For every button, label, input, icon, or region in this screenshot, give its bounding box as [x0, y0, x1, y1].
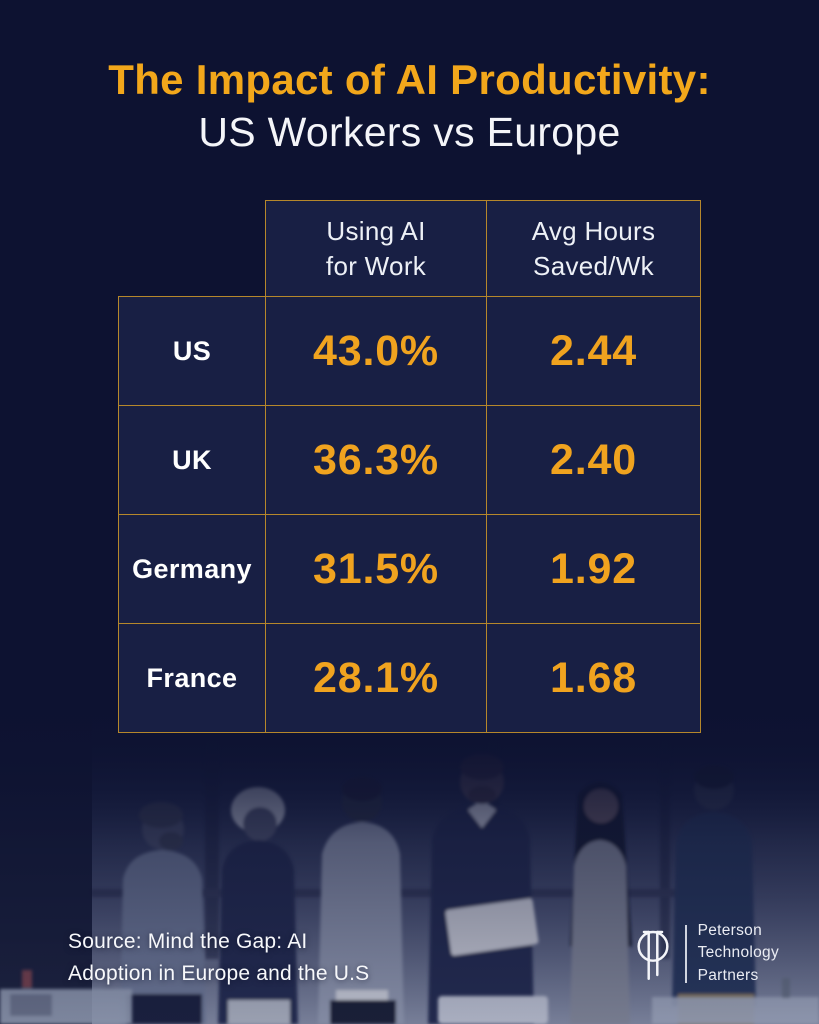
column-header-hours-saved: Avg Hours Saved/Wk [486, 200, 701, 297]
ai-productivity-table: Using AI for Work Avg Hours Saved/Wk US … [118, 200, 701, 733]
country-label: US [118, 296, 266, 406]
table-row: France 28.1% 1.68 [118, 623, 701, 733]
table-row: Germany 31.5% 1.92 [118, 514, 701, 624]
table-header-row: Using AI for Work Avg Hours Saved/Wk [119, 200, 701, 297]
country-label: France [118, 623, 266, 733]
title-line-sub: US Workers vs Europe [198, 109, 621, 156]
table-row: US 43.0% 2.44 [118, 296, 701, 406]
ai-usage-value: 28.1% [265, 623, 487, 733]
company-logo: Peterson Technology Partners [632, 920, 779, 987]
logo-word-3: Partners [697, 966, 759, 984]
country-label: Germany [118, 514, 266, 624]
peterson-monogram-icon [637, 930, 669, 980]
navy-fade-overlay [0, 694, 819, 1024]
logo-wordmark: Peterson Technology Partners [698, 920, 779, 987]
table-corner-spacer [119, 201, 266, 297]
page-title: The Impact of AI Productivity: US Worker… [0, 56, 819, 156]
column-header-using-ai: Using AI for Work [265, 200, 487, 297]
office-team-photo [0, 694, 819, 1024]
table-row: UK 36.3% 2.40 [118, 405, 701, 515]
source-citation: Source: Mind the Gap: AI Adoption in Eur… [68, 930, 370, 985]
logo-word-2: Technology [697, 944, 779, 962]
logo-word-1: Peterson [697, 922, 763, 939]
logo-divider [685, 924, 687, 983]
hours-saved-value: 2.40 [486, 405, 701, 515]
ai-usage-value: 31.5% [265, 514, 487, 624]
title-line-accent: The Impact of AI Productivity: [108, 56, 711, 103]
hours-saved-value: 1.92 [486, 514, 701, 624]
hours-saved-value: 1.68 [486, 623, 701, 733]
country-label: UK [118, 405, 266, 515]
ai-usage-value: 36.3% [265, 405, 487, 515]
ai-usage-value: 43.0% [265, 296, 487, 406]
hours-saved-value: 2.44 [486, 296, 701, 406]
